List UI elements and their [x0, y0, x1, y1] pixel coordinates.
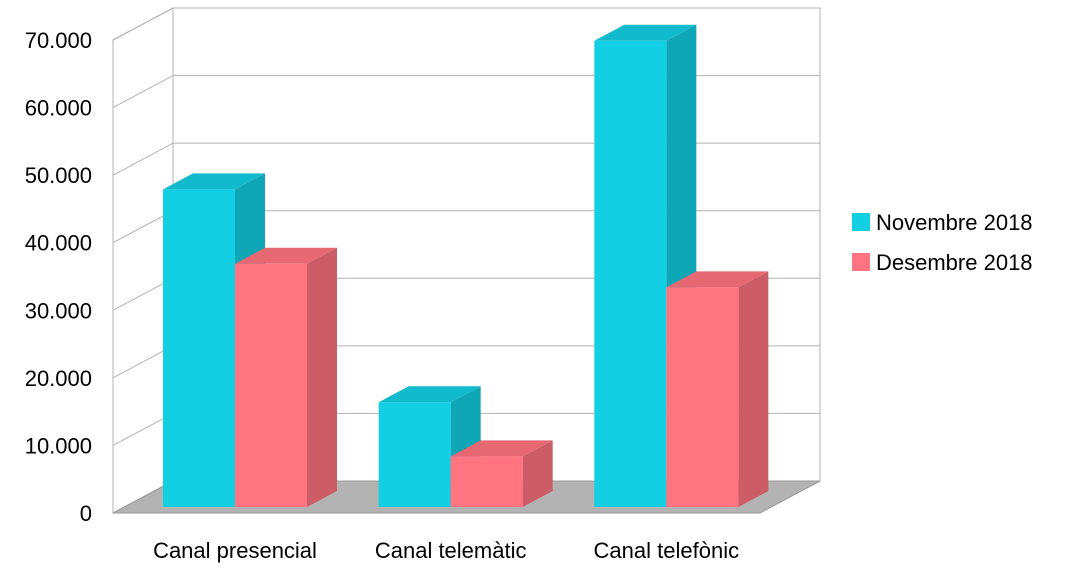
legend-label: Novembre 2018 — [876, 210, 1033, 235]
x-category-label: Canal presencial — [153, 538, 317, 563]
legend-swatch — [852, 253, 870, 271]
gridline-side — [112, 142, 174, 176]
bar-top — [666, 271, 769, 288]
bar — [235, 247, 337, 507]
bar-side — [307, 247, 337, 507]
bar-top — [450, 440, 553, 457]
bar-front — [666, 287, 739, 507]
bar — [666, 271, 769, 507]
bar-side — [522, 440, 553, 507]
bar-top — [163, 173, 265, 190]
bar-front — [594, 40, 667, 507]
y-tick-label: 60.000 — [25, 96, 92, 121]
y-tick-label: 40.000 — [25, 231, 92, 256]
y-tick-label: 50.000 — [25, 163, 92, 188]
legend-label: Desembre 2018 — [876, 250, 1033, 275]
x-category-label: Canal telemàtic — [375, 538, 527, 563]
bar-side — [738, 271, 769, 507]
y-tick-label: 30.000 — [25, 298, 92, 323]
y-tick-label: 70.000 — [25, 28, 92, 53]
y-tick-label: 10.000 — [25, 433, 92, 458]
bar-front — [378, 402, 451, 507]
gridline-side — [112, 7, 174, 41]
y-tick-label: 20.000 — [25, 366, 92, 391]
bar-front — [450, 456, 523, 507]
y-tick-label: 0 — [80, 501, 92, 526]
legend: Novembre 2018 Desembre 2018 — [852, 210, 1033, 275]
gridline-side — [112, 75, 174, 109]
bars — [163, 24, 769, 508]
y-axis-ticks: 0 10.000 20.000 30.000 40.000 50.000 60.000 70.… — [25, 28, 92, 526]
bar-front — [163, 189, 235, 507]
bar-front — [235, 263, 307, 507]
bar-top — [378, 386, 481, 403]
legend-swatch — [852, 213, 870, 231]
bar — [450, 440, 553, 507]
bar-top — [235, 247, 337, 264]
x-axis-labels: Canal presencial Canal telemàtic Canal tel… — [153, 538, 739, 563]
x-category-label: Canal telefònic — [594, 538, 740, 563]
bar-top — [594, 24, 697, 41]
